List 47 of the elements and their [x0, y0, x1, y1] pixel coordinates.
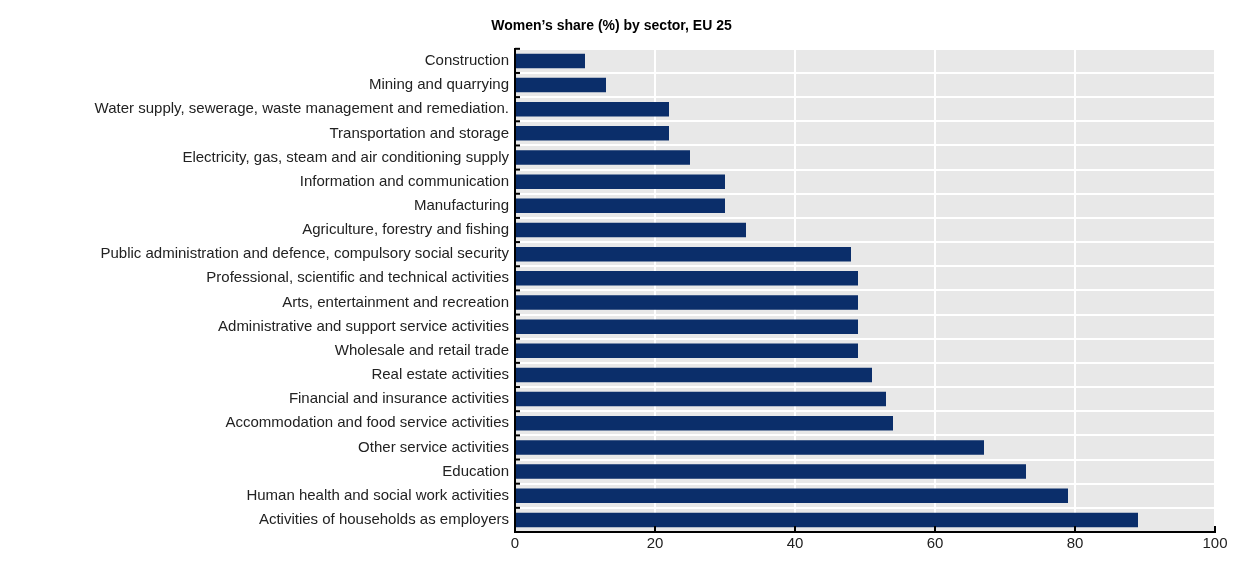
y-tick-label: Education: [442, 461, 509, 479]
bar: [516, 77, 606, 93]
bar: [516, 367, 872, 383]
y-tick-label: Administrative and support service activities: [218, 316, 509, 334]
y-tick-label: Activities of households as employers: [258, 510, 509, 528]
chart-title: Women’s share (%) by sector, EU 25: [491, 17, 732, 34]
y-tick-label: Manufacturing: [413, 195, 509, 213]
bar: [516, 271, 858, 286]
bar: [516, 512, 1138, 528]
bar: [516, 440, 984, 455]
bar: [516, 416, 893, 431]
y-tick-label: Transportation and storage: [329, 123, 509, 141]
bar: [516, 488, 1068, 504]
y-tick-label: Professional, scientific and technical activities: [206, 268, 509, 286]
bar: [516, 174, 725, 189]
bar: [516, 391, 886, 407]
bar: [516, 246, 851, 262]
x-tick-label: 20: [646, 534, 664, 552]
bar: [516, 464, 1026, 479]
bar: [516, 198, 725, 214]
bar: [516, 150, 690, 165]
y-tick-label: Arts, entertainment and recreation: [282, 292, 509, 310]
bar: [516, 343, 858, 359]
y-tick-label: Mining and quarrying: [368, 75, 509, 93]
y-tick-label: Public administration and defence, compulsory social security: [100, 244, 510, 262]
y-tick-label: Real estate activities: [371, 365, 509, 383]
y-tick-label: Wholesale and retail trade: [334, 340, 509, 358]
bar: [516, 101, 669, 117]
y-tick-label: Accommodation and food service activities: [225, 413, 509, 431]
x-tick-label: 40: [786, 534, 804, 552]
y-tick-label: Agriculture, forestry and fishing: [302, 220, 509, 238]
bar: [516, 295, 858, 310]
y-tick-label: Construction: [424, 51, 509, 69]
y-tick-label: Human health and social work activities: [246, 485, 509, 503]
bar: [516, 222, 746, 238]
y-tick-label: Electricity, gas, steam and air conditioning supply: [182, 147, 510, 165]
y-tick-label: Water supply, sewerage, waste management and remediation.: [94, 99, 509, 117]
x-tick-label: 100: [1202, 534, 1228, 552]
bar: [516, 126, 669, 141]
y-tick-label: Other service activities: [358, 437, 509, 455]
y-tick-label: Financial and insurance activities: [288, 389, 509, 407]
x-tick-label: 0: [510, 534, 520, 552]
y-tick-label: Information and communication: [299, 171, 509, 189]
bar: [516, 319, 858, 334]
x-tick-label: 60: [926, 534, 944, 552]
bar: [516, 53, 585, 69]
x-tick-label: 80: [1066, 534, 1084, 552]
